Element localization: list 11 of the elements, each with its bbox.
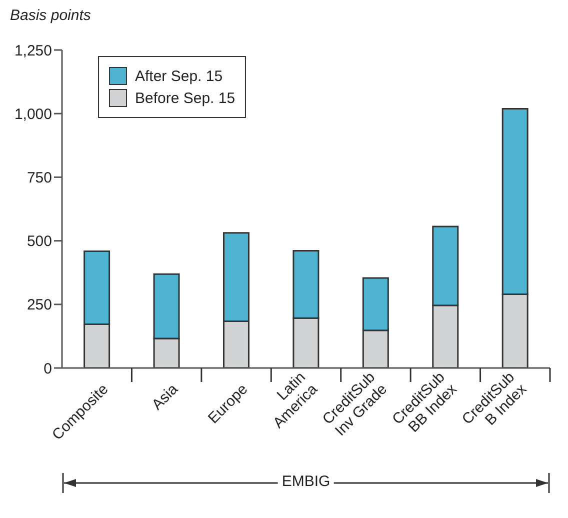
y-tick-label: 250 bbox=[26, 296, 52, 314]
legend-label: Before Sep. 15 bbox=[134, 89, 236, 107]
x-tick-label: Asia bbox=[148, 380, 182, 414]
legend-label: After Sep. 15 bbox=[134, 67, 224, 85]
y-tick-label: 0 bbox=[44, 360, 52, 378]
y-tick-label: 500 bbox=[26, 233, 52, 250]
text: EMBIG bbox=[278, 473, 334, 490]
y-axis-title: Basis points bbox=[10, 7, 92, 24]
y-tick-label: 1,250 bbox=[14, 42, 52, 60]
y-tick-label: 1,000 bbox=[14, 106, 52, 123]
y-tick-label: 750 bbox=[26, 170, 52, 187]
